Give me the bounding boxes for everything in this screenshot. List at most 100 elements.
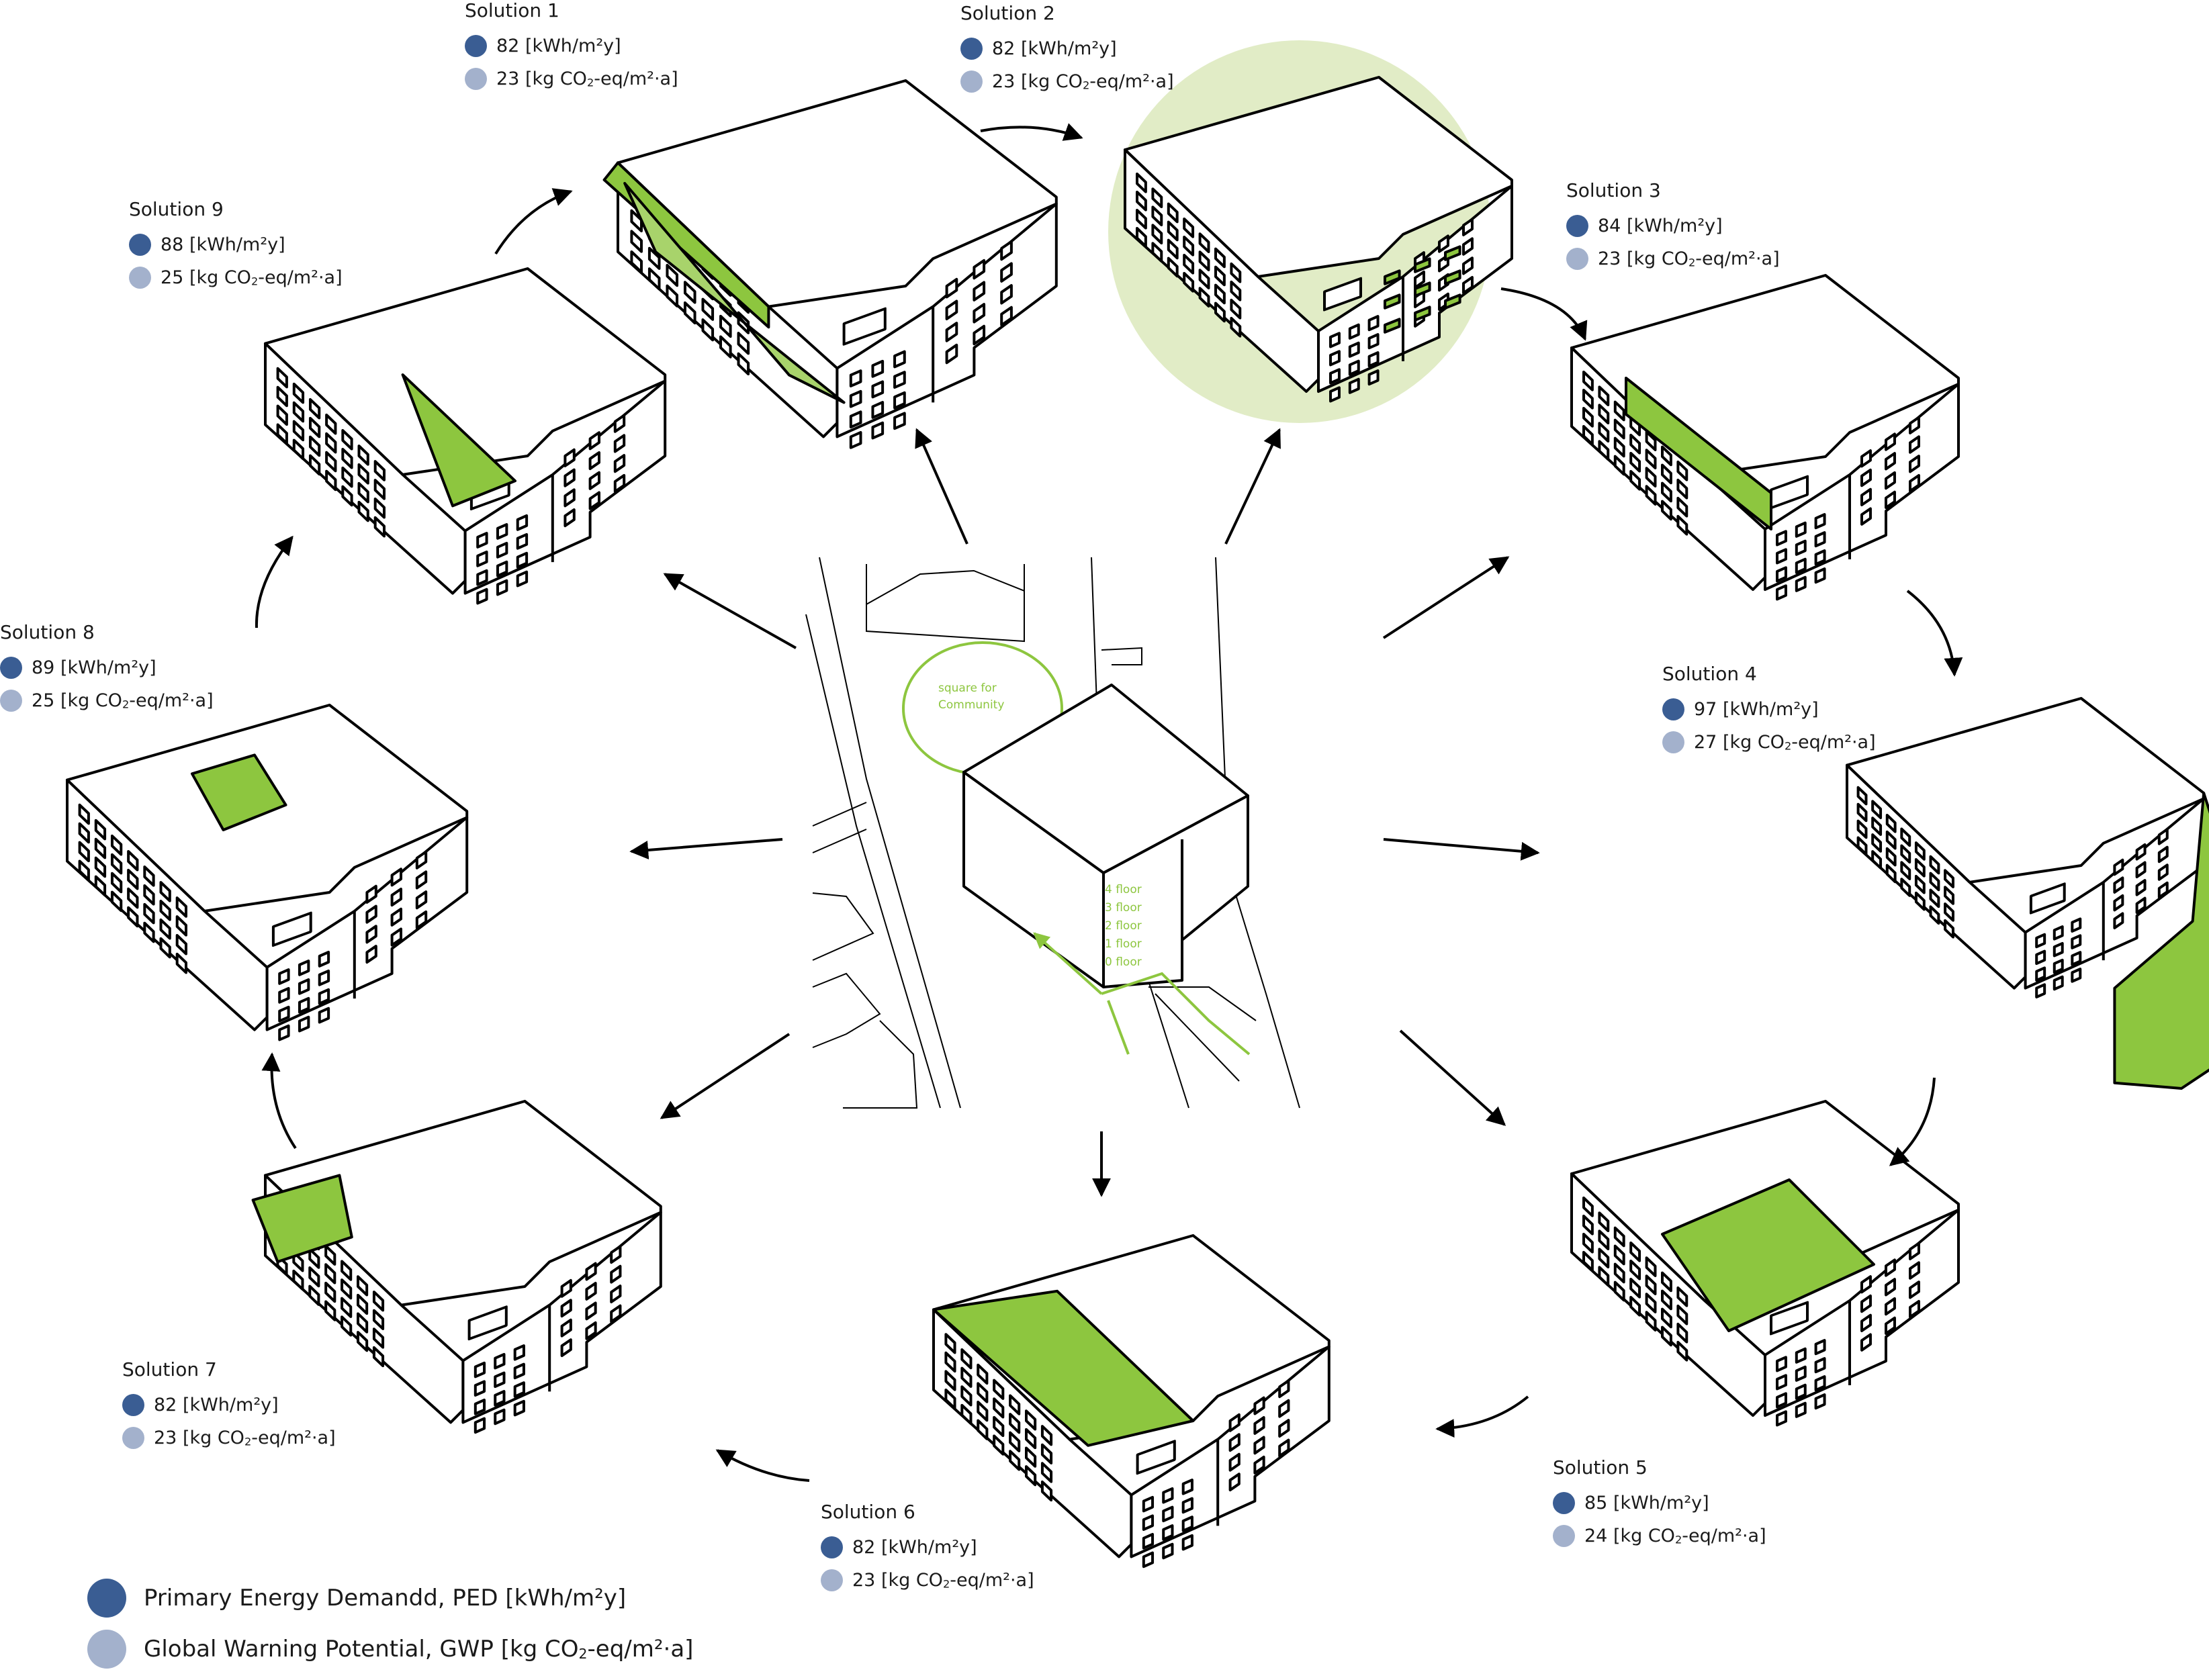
green-roof-icon [932,1289,1195,1447]
solution-title: Solution 7 [122,1358,217,1381]
cycle-arrow-5-6 [1435,1395,1529,1438]
green-roof-terrace-icon [251,1174,353,1264]
floor-label-2: 2 floor [1105,919,1142,933]
solution-3-label: Solution 3 84 [kWh/m²y] 23 [kg CO2-eq/m²… [1566,181,1780,281]
cycle-arrow-8-9 [255,535,294,628]
solution-title: Solution 9 [129,198,224,220]
arrow-to-solution-9 [663,573,797,649]
ped-dot-icon [0,656,22,679]
floor-label-0: 0 floor [1105,955,1142,969]
ped-dot-icon [821,1536,843,1558]
building-solution-9 [264,267,667,605]
green-sunspace-icon [1625,377,1772,530]
ped-value: 82 [kWh/m²y] [154,1394,279,1415]
solution-title: Solution 8 [0,621,95,643]
roof [1845,696,2206,884]
gwp-dot-icon [1553,1524,1575,1547]
site-plan [805,557,1300,1109]
ped-value: 85 [kWh/m²y] [1584,1492,1709,1513]
gwp-value: 23 [kg CO2-eq/m²·a] [992,71,1174,92]
solution-9-label: Solution 9 88 [kWh/m²y] 25 [kg CO2-eq/m²… [129,200,343,299]
green-courtyard-icon [1661,1178,1875,1332]
gwp-dot-icon [122,1426,144,1449]
ped-value: 82 [kWh/m²y] [992,38,1117,59]
ped-dot-icon [129,233,151,256]
ped-value: 97 [kWh/m²y] [1694,698,1819,720]
gwp-value: 23 [kg CO2-eq/m²·a] [496,68,678,89]
cycle-arrow-3-4 [1906,590,1963,677]
green-atrium-icon [191,753,287,831]
gwp-value: 27 [kg CO2-eq/m²·a] [1694,731,1876,753]
center-labels: square for Community 4 floor 3 floor 2 f… [938,682,1142,969]
building-solution-5 [1570,1100,1960,1427]
roof [1124,76,1513,278]
legend: Primary Energy Demandd, PED [kWh/m²y] Gl… [87,1578,693,1680]
gwp-dot-icon [1662,731,1684,753]
cycle-arrow-2-3 [1500,287,1588,341]
solution-6-label: Solution 6 82 [kWh/m²y] 23 [kg CO2-eq/m²… [821,1503,1034,1602]
arrow-to-solution-8 [629,838,783,859]
solution-title: Solution 3 [1566,179,1661,201]
gwp-value: 25 [kg CO2-eq/m²·a] [32,690,214,711]
gwp-dot-icon [129,266,151,289]
floor-label-3: 3 floor [1105,901,1142,915]
square-label-line-2: Community [938,698,1004,712]
gwp-value: 23 [kg CO2-eq/m²·a] [1598,248,1780,269]
building-solution-1 [602,79,1058,449]
green-terrace-icon [602,161,770,329]
ped-dot-icon [1662,698,1684,720]
roof [263,1099,662,1307]
gwp-dot-icon [465,67,487,90]
gwp-dot-icon [960,70,983,93]
cycle-arrow-7-8 [261,1052,297,1150]
ped-value: 89 [kWh/m²y] [32,657,156,678]
building-solution-2 [1124,76,1513,403]
center-paths [1033,932,1251,1056]
building-solution-6 [932,1233,1331,1569]
gwp-value: 23 [kg CO2-eq/m²·a] [154,1427,336,1448]
gwp-dot-icon [0,689,22,712]
arrow-to-solution-5 [1399,1029,1506,1126]
legend-ped-label: Primary Energy Demandd, PED [kWh/m²y] [144,1585,627,1612]
legend-gwp-dot-icon [87,1630,126,1669]
solution-7-label: Solution 7 82 [kWh/m²y] 23 [kg CO2-eq/m²… [122,1360,336,1460]
square-label-line-1: square for [938,682,997,695]
ped-value: 82 [kWh/m²y] [496,35,621,56]
ped-dot-icon [122,1393,144,1416]
green-patio-icon [401,373,516,508]
ground-green-strip-icon [623,182,846,404]
arrow-to-solution-3 [1382,556,1510,639]
solution-8-label: Solution 8 89 [kWh/m²y] 25 [kg CO2-eq/m²… [0,623,214,722]
cycle-arrow-9-1 [494,188,573,255]
gwp-value: 23 [kg CO2-eq/m²·a] [852,1569,1034,1591]
floor-label-4: 4 floor [1105,883,1142,896]
arrow-to-solution-7 [660,1033,791,1119]
solution-5-label: Solution 5 85 [kWh/m²y] 24 [kg CO2-eq/m²… [1553,1458,1766,1558]
arrow-to-solution-4 [1383,838,1540,861]
solution-title: Solution 6 [821,1501,915,1523]
floor-label-1: 1 floor [1105,937,1142,951]
roof [617,79,1058,308]
ped-dot-icon [1553,1491,1575,1514]
legend-ped-dot-icon [87,1579,126,1618]
gwp-value: 25 [kg CO2-eq/m²·a] [161,267,343,288]
ped-dot-icon [1566,214,1588,237]
green-facade-icon [2113,792,2209,1090]
solution-title: Solution 4 [1662,663,1757,685]
roof [264,267,667,476]
gwp-dot-icon [821,1569,843,1591]
solution-title: Solution 5 [1553,1456,1648,1479]
cycle-arrow-6-7 [715,1449,810,1482]
radial-arrows [255,123,1963,1482]
building-solution-4 [1845,696,2209,1090]
building-solution-7 [251,1099,662,1434]
solution-4-label: Solution 4 97 [kWh/m²y] 27 [kg CO2-eq/m²… [1662,665,1876,764]
gwp-value: 24 [kg CO2-eq/m²·a] [1584,1525,1766,1546]
arrow-to-solution-2 [1224,428,1281,545]
cycle-arrow-4-5 [1889,1077,1936,1166]
solution-1-label: Solution 1 82 [kWh/m²y] 23 [kg CO2-eq/m²… [465,1,678,101]
solution-2-label: Solution 2 82 [kWh/m²y] 23 [kg CO2-eq/m²… [960,4,1174,103]
building-solution-3 [1570,274,1960,601]
